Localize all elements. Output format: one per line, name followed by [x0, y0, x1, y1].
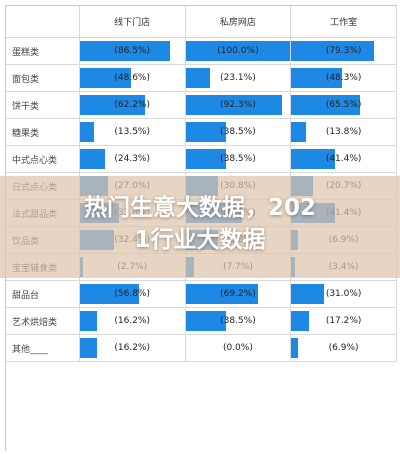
table-row: 甜品台 (56.8%) (69.2%) (31.0%) — [6, 281, 397, 308]
percentage-value: (41.4%) — [325, 154, 362, 164]
percentage-bar — [185, 149, 226, 169]
table-row: 糖果类 (13.5%) (38.5%) (13.8%) — [6, 119, 397, 146]
cell-offline-store: (16.2%) — [79, 308, 186, 334]
percentage-value: (62.2%) — [114, 100, 150, 110]
row-label: 艺术烘焙类 — [6, 308, 80, 334]
percentage-value: (48.6%) — [114, 73, 150, 83]
cell-studio: (17.2%) — [291, 308, 397, 334]
percentage-value: (86.5%) — [114, 46, 150, 56]
cell-studio: (6.9%) — [291, 335, 397, 361]
table-row: 蛋糕类 (86.5%) (100.0%) (79.3%) — [6, 38, 397, 65]
cell-private-shop: (23.1%) — [185, 65, 292, 91]
percentage-bar — [185, 41, 291, 61]
percentage-value: (0.0%) — [222, 343, 253, 353]
cell-private-shop: (38.5%) — [185, 119, 292, 145]
cell-offline-store: (24.3%) — [79, 146, 186, 172]
percentage-bar — [291, 338, 299, 358]
percentage-value: (38.5%) — [220, 127, 256, 137]
cell-studio: (13.8%) — [291, 119, 397, 145]
percentage-bar — [185, 311, 226, 331]
cell-private-shop: (92.3%) — [185, 92, 292, 118]
percentage-bar — [291, 149, 335, 169]
percentage-value: (38.5%) — [220, 316, 256, 326]
header-empty — [6, 6, 80, 37]
row-label: 中式点心类 — [6, 146, 80, 172]
row-label: 糖果类 — [6, 119, 80, 145]
cell-studio: (31.0%) — [291, 281, 397, 307]
percentage-bar — [185, 95, 283, 115]
overlay-title: 热门生意大数据，202 1行业大数据 — [0, 192, 400, 256]
table-body: 蛋糕类 (86.5%) (100.0%) (79.3%) 面包类 (48.6%) (23.1… — [6, 38, 397, 362]
row-label: 面包类 — [6, 65, 80, 91]
row-label: 蛋糕类 — [6, 38, 80, 64]
percentage-value: (65.5%) — [325, 100, 362, 110]
percentage-bar — [291, 284, 324, 304]
cell-private-shop: (38.5%) — [185, 308, 292, 334]
cell-private-shop: (38.5%) — [185, 146, 292, 172]
table-row: 艺术烘焙类 (16.2%) (38.5%) (17.2%) — [6, 308, 397, 335]
data-table: 线下门店 私房网店 工作室 蛋糕类 (86.5%) (100.0%) (79.3%) 面… — [5, 5, 397, 451]
cell-private-shop: (69.2%) — [185, 281, 292, 307]
cell-offline-store: (56.8%) — [79, 281, 186, 307]
cell-offline-store: (48.6%) — [79, 65, 186, 91]
percentage-value: (100.0%) — [217, 46, 259, 56]
table-header: 线下门店 私房网店 工作室 — [6, 6, 397, 38]
percentage-value: (16.2%) — [114, 343, 150, 353]
overlay-title-line1: 热门生意大数据，202 — [83, 195, 316, 221]
cell-offline-store: (86.5%) — [79, 38, 186, 64]
percentage-bar — [185, 284, 258, 304]
table-row: 中式点心类 (24.3%) (38.5%) (41.4%) — [6, 146, 397, 173]
percentage-bar — [79, 122, 94, 142]
cell-studio: (41.4%) — [291, 146, 397, 172]
percentage-bar — [291, 122, 306, 142]
table-row: 面包类 (48.6%) (23.1%) (48.3%) — [6, 65, 397, 92]
percentage-value: (17.2%) — [325, 316, 362, 326]
overlay-band — [0, 176, 400, 278]
percentage-value: (56.8%) — [114, 289, 150, 299]
percentage-value: (13.5%) — [114, 127, 150, 137]
percentage-bar — [291, 68, 342, 88]
cell-offline-store: (13.5%) — [79, 119, 186, 145]
row-label: 饼干类 — [6, 92, 80, 118]
percentage-bar — [79, 41, 171, 61]
percentage-value: (13.8%) — [325, 127, 362, 137]
percentage-value: (23.1%) — [220, 73, 256, 83]
percentage-bar — [185, 122, 226, 142]
cell-studio: (65.5%) — [291, 92, 397, 118]
header-private-shop: 私房网店 — [186, 6, 292, 37]
percentage-value: (31.0%) — [325, 289, 362, 299]
percentage-bar — [79, 311, 97, 331]
percentage-bar — [291, 95, 360, 115]
cell-offline-store: (16.2%) — [79, 335, 186, 361]
cell-studio: (79.3%) — [291, 38, 397, 64]
percentage-bar — [79, 95, 145, 115]
percentage-value: (69.2%) — [220, 289, 256, 299]
percentage-value: (48.3%) — [325, 73, 362, 83]
percentage-value: (16.2%) — [114, 316, 150, 326]
cell-offline-store: (62.2%) — [79, 92, 186, 118]
header-studio: 工作室 — [291, 6, 397, 37]
percentage-bar — [291, 41, 375, 61]
percentage-bar — [79, 284, 140, 304]
percentage-value: (92.3%) — [220, 100, 256, 110]
row-label: 其他____ — [6, 335, 80, 361]
cell-private-shop: (100.0%) — [185, 38, 292, 64]
percentage-bar — [79, 149, 106, 169]
percentage-value: (24.3%) — [114, 154, 150, 164]
cell-studio: (48.3%) — [291, 65, 397, 91]
header-offline-store: 线下门店 — [80, 6, 186, 37]
percentage-bar — [79, 68, 131, 88]
overlay-title-line2: 1行业大数据 — [134, 227, 266, 253]
row-label: 甜品台 — [6, 281, 80, 307]
table-row: 饼干类 (62.2%) (92.3%) (65.5%) — [6, 92, 397, 119]
percentage-value: (6.9%) — [328, 343, 359, 353]
percentage-value: (38.5%) — [220, 154, 256, 164]
percentage-bar — [291, 311, 310, 331]
percentage-bar — [185, 68, 210, 88]
percentage-value: (79.3%) — [325, 46, 362, 56]
cell-private-shop: (0.0%) — [186, 335, 292, 361]
percentage-bar — [79, 338, 97, 358]
table-row: 其他____ (16.2%) (0.0%) (6.9%) — [6, 335, 397, 362]
